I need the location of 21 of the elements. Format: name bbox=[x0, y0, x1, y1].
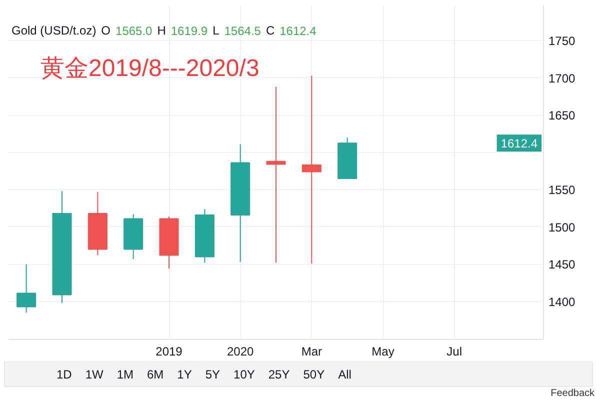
y-tick-label: 1400 bbox=[548, 294, 576, 309]
x-tick-label: 2019 bbox=[156, 344, 183, 358]
x-tick-label: Mar bbox=[301, 344, 322, 358]
annotation: 1612.4 bbox=[500, 136, 538, 151]
candlestick bbox=[302, 75, 322, 264]
annotation: 黄金2019/8---2020/3 bbox=[40, 55, 260, 82]
candlestick bbox=[16, 264, 36, 314]
x-tick-label: May bbox=[372, 344, 394, 358]
y-tick-label: 1450 bbox=[548, 258, 576, 272]
y-tick-label: 1750 bbox=[548, 34, 576, 48]
annotation: O 1565.0 H 1619.9 L 1564.5 C 1612.4 bbox=[101, 24, 317, 38]
text: 1D 1W 1M 6M 1Y 5Y 10Y 25Y 50Y All bbox=[56, 368, 352, 382]
y-tick-label: 1550 bbox=[548, 183, 576, 198]
y-tick-label: 1650 bbox=[548, 108, 576, 123]
x-tick-label: Jul bbox=[446, 344, 462, 358]
candlestick bbox=[266, 86, 286, 264]
x-tick-label: 2020 bbox=[226, 344, 254, 358]
text: Gold (USD/t.oz) bbox=[12, 24, 96, 38]
y-tick-label: 1500 bbox=[548, 220, 576, 234]
text: Feedback bbox=[550, 388, 596, 399]
y-tick-label: 1700 bbox=[548, 71, 576, 86]
